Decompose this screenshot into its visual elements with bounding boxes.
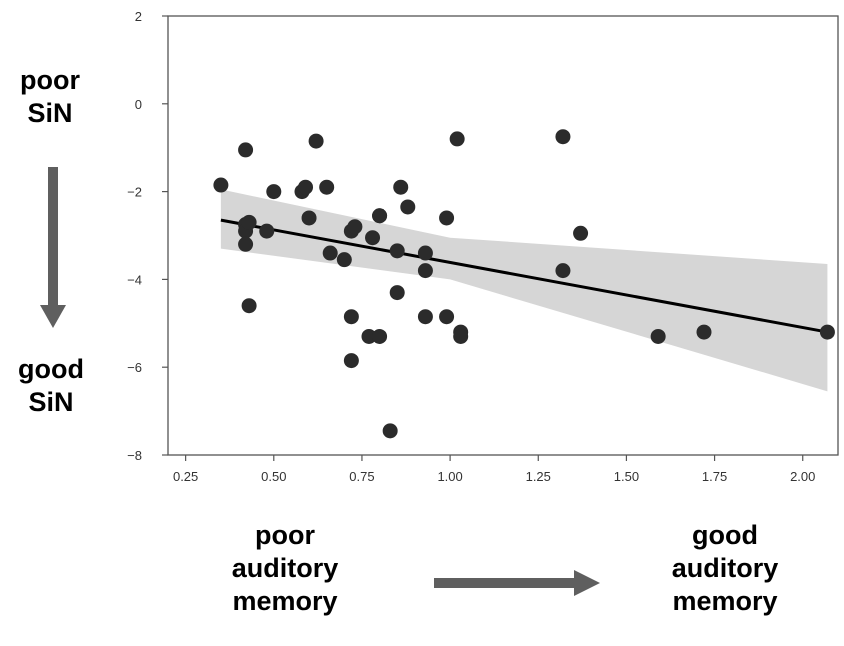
x-tick-label: 1.75	[702, 469, 727, 484]
y-top-line-1: poor	[20, 65, 80, 95]
right-arrow-icon	[434, 570, 600, 596]
data-point	[555, 129, 571, 145]
data-point	[650, 328, 666, 344]
data-point	[343, 353, 359, 369]
y-tick-label: −6	[127, 360, 142, 375]
data-points	[213, 129, 835, 439]
x-tick-label: 0.75	[349, 469, 374, 484]
x-tick-label: 2.00	[790, 469, 815, 484]
data-point	[573, 225, 589, 241]
data-point	[361, 328, 377, 344]
data-point	[382, 423, 398, 439]
data-point	[322, 245, 338, 261]
x-right-line-3: memory	[672, 586, 778, 616]
data-point	[372, 208, 388, 224]
data-point	[453, 328, 469, 344]
data-point	[298, 179, 314, 195]
plot-frame	[167, 15, 839, 456]
x-tick-label: 1.25	[526, 469, 551, 484]
data-point	[301, 210, 317, 226]
y-bottom-line-2: SiN	[28, 387, 74, 417]
x-tick-label: 1.00	[437, 469, 462, 484]
y-tick-label: −4	[127, 272, 142, 287]
data-point	[336, 252, 352, 268]
data-point	[308, 133, 324, 149]
data-point	[400, 199, 416, 215]
data-point	[213, 177, 229, 193]
x-left-line-3: memory	[232, 586, 338, 616]
data-point	[266, 184, 282, 200]
data-point	[365, 230, 381, 246]
axes	[162, 15, 839, 461]
x-annotation-left: poor auditory memory	[180, 519, 390, 618]
x-right-line-2: auditory	[671, 553, 779, 583]
y-annotation-top: poor SiN	[10, 64, 90, 130]
data-point	[555, 263, 571, 279]
data-point	[343, 309, 359, 325]
x-annotation-right: good auditory memory	[620, 519, 830, 618]
data-point	[449, 131, 465, 147]
x-tick-label: 1.50	[614, 469, 639, 484]
data-point	[347, 219, 363, 235]
data-point	[389, 285, 405, 301]
x-left-line-2: auditory	[231, 553, 339, 583]
y-tick-label: 0	[135, 97, 142, 112]
tick-labels: 0.25 0.50 0.75 1.00 1.25 1.50 1.75 2.00 2 0 −2 −4 −6…	[127, 9, 815, 484]
data-point	[696, 324, 712, 340]
data-point	[238, 142, 254, 158]
data-point	[241, 298, 257, 314]
data-point	[238, 236, 254, 252]
x-tick-label: 0.25	[173, 469, 198, 484]
y-tick-label: 2	[135, 9, 142, 24]
x-tick-label: 0.50	[261, 469, 286, 484]
y-top-line-2: SiN	[27, 98, 73, 128]
data-point	[372, 328, 388, 344]
data-point	[819, 324, 835, 340]
y-annotation-bottom: good SiN	[6, 353, 96, 419]
x-right-line-1: good	[692, 520, 758, 550]
y-tick-label: −2	[127, 185, 142, 200]
data-point	[439, 210, 455, 226]
y-bottom-line-1: good	[18, 354, 84, 384]
regression-line	[220, 218, 828, 334]
data-point	[393, 179, 409, 195]
down-arrow-icon	[40, 167, 66, 328]
data-point	[417, 263, 433, 279]
regression-layer	[220, 218, 828, 334]
y-tick-label: −8	[127, 448, 142, 463]
data-point	[417, 309, 433, 325]
data-point	[439, 309, 455, 325]
data-point	[389, 243, 405, 259]
data-point	[259, 223, 275, 239]
data-point	[417, 245, 433, 261]
data-point	[319, 179, 335, 195]
data-point	[241, 214, 257, 230]
x-left-line-1: poor	[255, 520, 315, 550]
